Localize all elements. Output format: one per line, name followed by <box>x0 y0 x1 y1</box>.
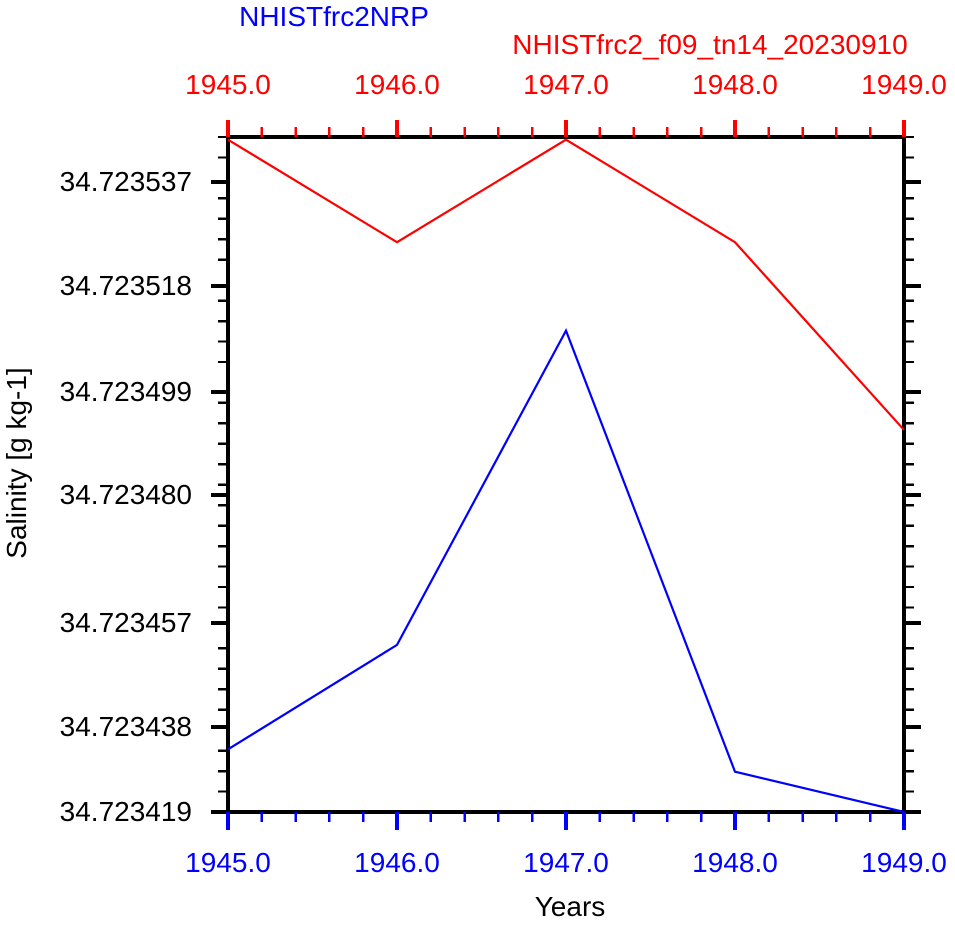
y-tick-label: 34.723419 <box>59 796 192 827</box>
y-tick-label: 34.723518 <box>59 270 192 301</box>
y-tick-label: 34.723499 <box>59 376 192 407</box>
y-tick-label: 34.723457 <box>59 607 192 638</box>
plot-frame <box>226 135 906 814</box>
x-tick-label-top: 1948.0 <box>692 69 778 100</box>
x-tick-label-top: 1945.0 <box>185 69 271 100</box>
x-tick-label-bottom: 1948.0 <box>692 847 778 878</box>
x-tick-label-bottom: 1949.0 <box>861 847 947 878</box>
x-tick-label-bottom: 1946.0 <box>354 847 440 878</box>
y-tick-label: 34.723480 <box>59 479 192 510</box>
x-axis-title: Years <box>534 891 606 922</box>
y-tick-label: 34.723438 <box>59 711 192 742</box>
y-tick-label: 34.723537 <box>59 166 192 197</box>
x-tick-label-bottom: 1945.0 <box>185 847 271 878</box>
x-tick-label-top: 1947.0 <box>523 69 609 100</box>
series2-title: NHISTfrc2_f09_tn14_20230910 <box>512 29 908 60</box>
y-axis-title: Salinity [g kg-1] <box>1 367 32 559</box>
x-tick-label-top: 1949.0 <box>861 69 947 100</box>
series-line-1 <box>227 327 905 814</box>
series-line-2 <box>227 138 905 431</box>
series1-title: NHISTfrc2NRP <box>239 1 429 32</box>
x-tick-label-bottom: 1947.0 <box>523 847 609 878</box>
x-tick-label-top: 1946.0 <box>354 69 440 100</box>
